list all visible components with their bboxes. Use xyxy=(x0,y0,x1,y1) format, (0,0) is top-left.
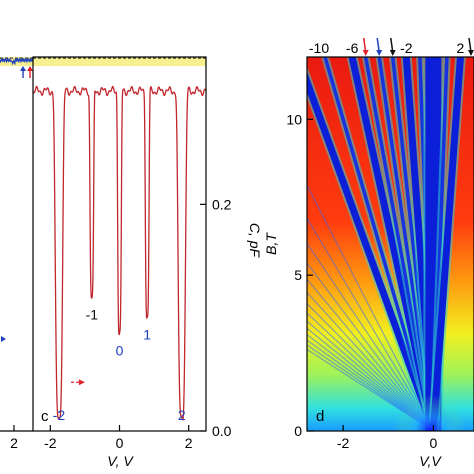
d-fan-top-label: -10 xyxy=(309,40,329,56)
d-fan-top-label: -6 xyxy=(346,40,359,56)
left-arrows xyxy=(1,66,33,342)
left-arrow-head xyxy=(27,66,33,71)
left-arrow-head xyxy=(20,66,27,71)
d-fan-top-label: 2 xyxy=(457,40,465,56)
d-x-tick-label: 0 xyxy=(429,435,437,451)
d-fan-fringe xyxy=(307,302,434,431)
d-fan-fringe xyxy=(307,320,434,431)
c-frame xyxy=(32,56,207,432)
d-fan-fringe xyxy=(307,291,434,431)
c-dip-label: 0 xyxy=(116,343,124,359)
panel-left: 2 xyxy=(0,57,33,451)
d-fan-fringe xyxy=(307,339,434,431)
c-highlight-band xyxy=(33,57,206,67)
c-capacitance-line xyxy=(33,85,206,421)
d-top-arrow-head xyxy=(362,50,369,56)
left-x-ticks: 2 xyxy=(10,425,18,451)
c-panel-label: c xyxy=(41,408,49,425)
d-top-arrow-shaft xyxy=(390,37,394,53)
c-x-ticks: -2 0 2 xyxy=(44,425,193,451)
d-fan-top-label: -2 xyxy=(400,40,413,56)
c-dip-label: -1 xyxy=(86,306,99,322)
left-x-tick-label: 2 xyxy=(10,435,18,451)
d-fan-fringe xyxy=(307,312,434,431)
d-panel-label: d xyxy=(316,408,324,425)
d-x-tick-label: -2 xyxy=(337,435,350,451)
d-top-arrow-head xyxy=(468,50,474,56)
left-side-arrow xyxy=(1,336,6,342)
c-dip-label: 2 xyxy=(178,407,186,423)
d-top-arrow-shaft xyxy=(468,37,472,53)
d-frame xyxy=(306,56,474,432)
d-y-tick-label: 0 xyxy=(294,423,302,439)
d-y-tick-label: 5 xyxy=(294,267,302,283)
c-dip-labels: -2 -1 0 1 2 xyxy=(53,306,186,423)
d-top-arrow-head xyxy=(389,50,396,56)
left-trace-line xyxy=(0,57,33,66)
d-top-labels: -10 -6 -2 2 xyxy=(309,40,465,56)
d-top-arrow-shaft xyxy=(376,37,380,53)
d-top-arrow-shaft xyxy=(362,37,367,53)
d-fan-fringe xyxy=(307,327,434,431)
c-dip-label: 1 xyxy=(143,327,151,343)
c-y-tick-label: 0.0 xyxy=(212,423,232,439)
d-fan-fringe xyxy=(307,344,434,431)
d-x-label: V,V xyxy=(419,453,442,469)
d-top-arrows xyxy=(362,37,474,56)
c-sweep-arrow xyxy=(71,379,85,386)
d-y-label: B,T xyxy=(263,232,279,255)
d-heatmap xyxy=(307,57,474,431)
d-y-ticks: 0 5 10 xyxy=(286,111,313,439)
d-top-arrow-head xyxy=(376,50,383,56)
c-y-label: C, pF xyxy=(247,223,263,259)
d-fan-fringe xyxy=(307,333,434,431)
c-y-tick-label: 0.2 xyxy=(212,196,232,212)
left-trace xyxy=(0,57,33,66)
c-x-tick-label: 2 xyxy=(185,435,193,451)
c-x-tick-label: 0 xyxy=(116,435,124,451)
panel-d: -2 0 0 5 10 -10 -6 -2 2 d V,V B,T xyxy=(263,37,474,469)
d-fan-fringe xyxy=(307,348,434,431)
c-dip-label: -2 xyxy=(53,407,66,423)
d-x-ticks: -2 0 xyxy=(337,425,437,451)
c-sweep-arrow-head xyxy=(78,379,85,386)
d-y-tick-label: 10 xyxy=(286,111,302,127)
d-core-glow xyxy=(380,330,474,431)
c-x-tick-label: -2 xyxy=(44,435,57,451)
c-x-label: V, V xyxy=(107,453,134,469)
c-y-ticks: 0.0 0.2 xyxy=(200,196,232,439)
panel-c: -2 -1 0 1 2 -2 0 2 0.0 0.2 c V, V C, pF xyxy=(32,56,263,469)
